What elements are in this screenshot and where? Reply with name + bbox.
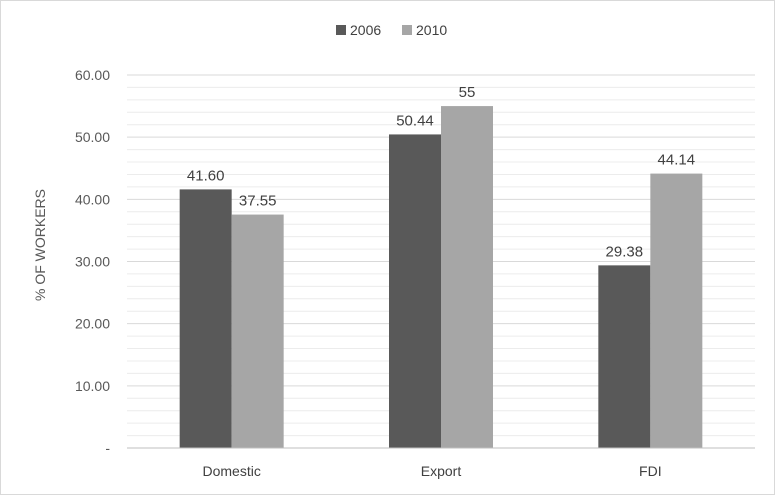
y-tick-label: 20.00 [75,316,110,332]
bar-2010-fdi [650,173,703,449]
x-axis-categories: Domestic Export FDI [202,463,661,479]
data-label-2006-export: 50.44 [396,112,434,129]
y-tick-label: 10.00 [75,378,110,394]
bar-2006-fdi [598,265,651,448]
category-label: Domestic [202,463,260,479]
y-axis-label: % OF WORKERS [32,189,48,301]
data-label-2010-domestic: 37.55 [239,193,277,210]
data-label-2006-domestic: 41.60 [187,167,225,184]
y-tick-label: 60.00 [75,67,110,83]
y-tick-label: - [105,440,110,456]
bar-2006-export [389,134,441,448]
bar-2010-domestic [231,214,284,448]
data-labels: 41.60 37.55 50.44 55 29.38 44.14 [187,84,695,260]
legend-label-2006: 2006 [350,22,381,38]
data-label-2006-fdi: 29.38 [606,243,644,260]
category-label: Export [421,463,462,479]
bars [179,106,703,449]
legend-swatch-2010 [402,25,412,35]
bar-2010-export [441,106,493,448]
y-tick-label: 40.00 [75,191,110,207]
legend-swatch-2006 [336,25,346,35]
legend: 2006 2010 [336,22,447,38]
data-label-2010-fdi: 44.14 [658,152,696,169]
y-axis-ticks: - 10.00 20.00 30.00 40.00 50.00 60.00 [75,67,110,456]
y-tick-label: 30.00 [75,254,110,270]
legend-label-2010: 2010 [416,22,447,38]
category-label: FDI [639,463,662,479]
data-label-2010-export: 55 [459,84,476,101]
y-tick-label: 50.00 [75,129,110,145]
bar-2006-domestic [179,189,232,449]
